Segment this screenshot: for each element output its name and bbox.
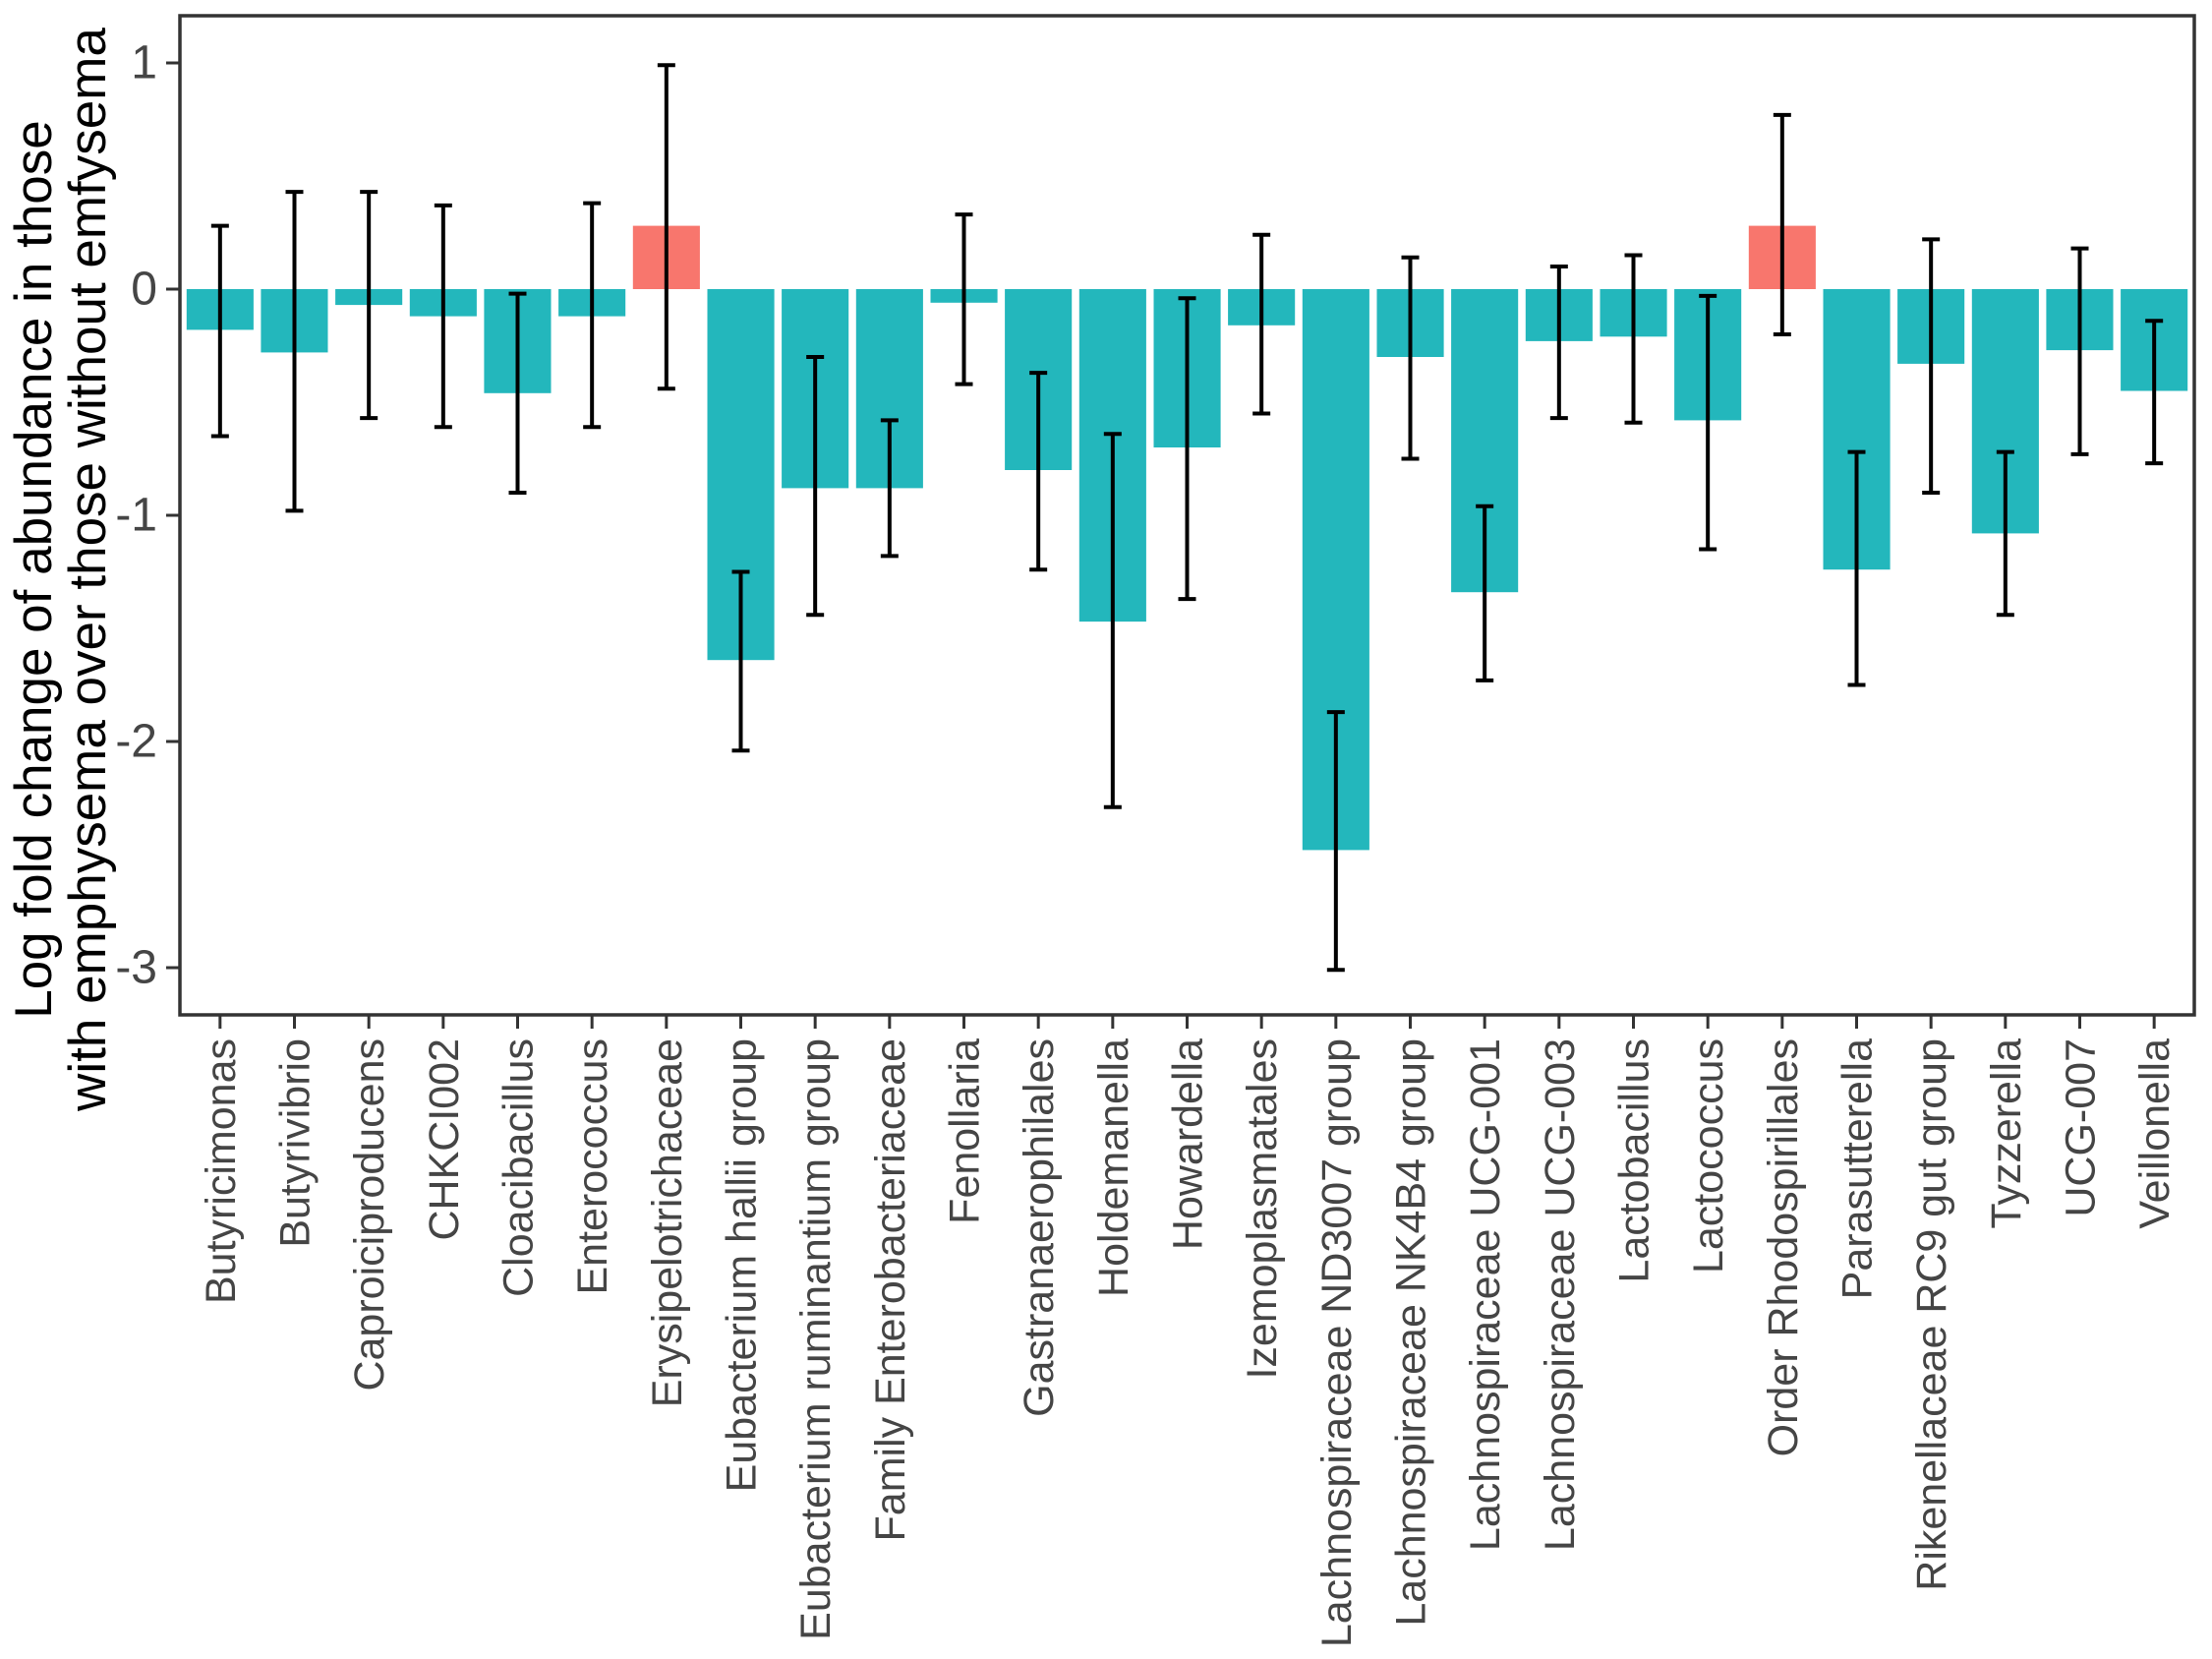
x-tick-label-parasutterella: Parasutterella [1834,1038,1882,1299]
x-tick-label-howardella: Howardella [1165,1038,1212,1250]
x-tick-label-fenollaria: Fenollaria [942,1038,989,1224]
x-tick-label-lactococcus: Lactococcus [1685,1038,1732,1274]
y-tick-label-2: -2 [115,716,157,768]
y-tick-label-1: -1 [115,490,157,542]
x-tick-label-cloacibacillus: Cloacibacillus [495,1038,543,1297]
error-bar-butyrivibrio [285,190,304,513]
error-bar-chkci002 [434,203,452,430]
error-bar-family-enterobacteriaceae [880,418,899,559]
error-bar-lachnospiraceae-nd3007-group [1326,710,1345,973]
x-tick-label-enterococcus: Enterococcus [569,1038,616,1295]
x-tick-label-family-enterobacteriaceae: Family Enterobacteriaceae [867,1038,914,1541]
y-tick-label-1: 1 [131,37,157,89]
x-tick-label-erysipelotrichaceae: Erysipelotrichaceae [644,1038,691,1407]
x-tick-label-ucg-007: UCG-007 [2058,1038,2105,1217]
error-bar-howardella [1178,296,1196,602]
error-bar-order-rhodospirillales [1773,112,1791,336]
error-bar-parasutterella [1847,449,1866,687]
error-bar-eubacterium-hallii-group [731,569,750,753]
error-bar-holdemanella [1103,432,1122,809]
x-tick-label-tyzzerella: Tyzzerella [1983,1038,2030,1229]
error-bar-ucg-007 [2070,246,2089,456]
x-tick-label-veillonella: Veillonella [2131,1038,2179,1229]
error-bar-erysipelotrichaceae [657,63,675,391]
error-bar-lachnospiraceae-ucg-003 [1549,265,1568,421]
y-tick-label-0: 0 [131,264,157,316]
y-axis-title-line2: with emphysema over those without emfyse… [59,28,117,1112]
error-bar-tyzzerella [1996,449,2014,618]
error-bar-butyricimonas [210,223,229,439]
error-bars-group [210,63,2164,973]
error-bar-lactobacillus [1624,253,1643,425]
x-tick-label-gastranaerophilales: Gastranaerophilales [1016,1038,1063,1417]
x-tick-label-izemoplasmatales: Izemoplasmatales [1239,1038,1286,1380]
x-tick-label-lachnospiraceae-nd3007-group: Lachnospiraceae ND3007 group [1313,1038,1361,1647]
x-tick-label-chkci002: CHKCI002 [421,1038,468,1241]
x-tick-label-eubacterium-ruminantium-group: Eubacterium ruminantium group [792,1038,840,1640]
x-tick-label-lactobacillus: Lactobacillus [1611,1038,1659,1283]
error-bar-cloacibacillus [508,291,527,495]
x-tick-label-order-rhodospirillales: Order Rhodospirillales [1760,1038,1807,1456]
x-tick-label-caproiciproducens: Caproiciproducens [346,1038,393,1392]
x-tick-label-lachnospiraceae-nk4b4-group: Lachnospiraceae NK4B4 group [1388,1038,1435,1627]
error-bar-veillonella [2145,319,2164,466]
x-tick-label-holdemanella: Holdemanella [1090,1038,1137,1297]
error-bar-fenollaria [955,212,973,386]
x-tick-label-butyricimonas: Butyricimonas [198,1038,245,1304]
x-tick-label-eubacterium-hallii-group: Eubacterium hallii group [719,1038,766,1492]
x-tick-label-lachnospiraceae-ucg-001: Lachnospiraceae UCG-001 [1462,1038,1509,1551]
error-bar-lachnospiraceae-ucg-001 [1476,504,1494,682]
error-bar-rikenellaceae-rc9-gut-group [1922,237,1941,495]
x-tick-label-rikenellaceae-rc9-gut-group: Rikenellaceae RC9 gut group [1908,1038,1955,1591]
x-tick-label-butyrivibrio: Butyrivibrio [272,1038,320,1248]
error-bar-gastranaerophilales [1029,371,1048,572]
y-tick-label-3: -3 [115,942,157,994]
error-bar-izemoplasmatales [1252,232,1271,416]
error-bar-lactococcus [1699,293,1717,552]
error-bar-enterococcus [583,201,602,430]
error-bar-caproiciproducens [360,190,378,421]
y-axis-title-line1: Log fold change of abundance in those [5,120,63,1019]
error-bar-lachnospiraceae-nk4b4-group [1401,255,1420,461]
error-bar-eubacterium-ruminantium-group [806,355,825,618]
x-tick-label-lachnospiraceae-ucg-003: Lachnospiraceae UCG-003 [1537,1038,1584,1551]
